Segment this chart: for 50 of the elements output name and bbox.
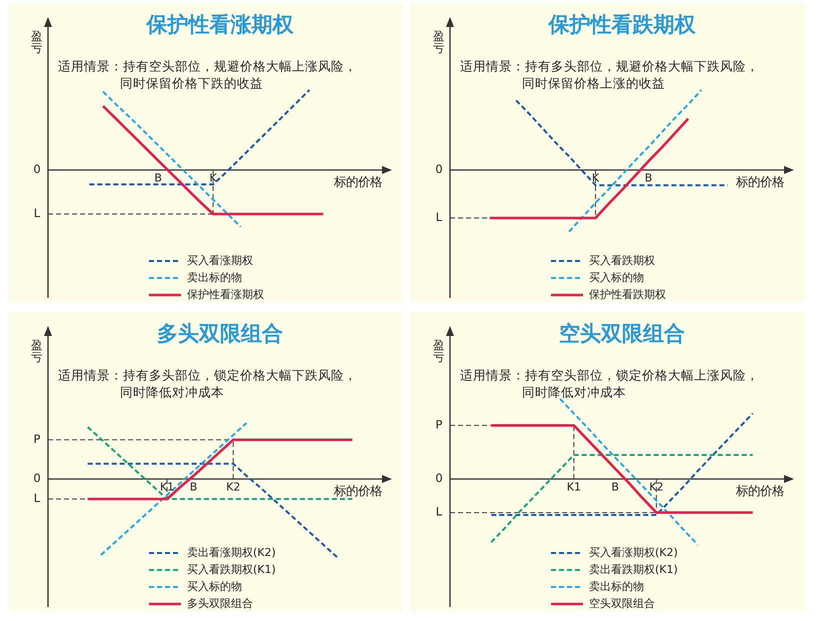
ref-line-label: L	[34, 206, 41, 220]
text: 0	[435, 162, 443, 176]
y-axis-title: 盈亏	[31, 29, 43, 55]
x-tick-label: K	[210, 171, 218, 184]
x-tick-label: K2	[226, 480, 240, 494]
x-axis-title: 标的价格	[735, 484, 784, 498]
chart-subtitle: 适用情景：持有空头部位，规避价格大幅上涨风险，同时保留价格下跌的收益	[58, 58, 357, 90]
x-axis-title: 标的价格	[333, 484, 382, 498]
legend-label: 保护性看涨期权	[187, 288, 264, 301]
legend-label: 买入看涨期权(K2)	[589, 546, 678, 559]
x-tick-label: B	[190, 480, 198, 494]
chart-subtitle: 适用情景：持有多头部位，锁定价格大幅下跌风险，同时降低对冲成本	[58, 367, 357, 400]
text: 0	[33, 470, 41, 485]
x-tick-label: K1	[160, 480, 174, 494]
legend-label: 卖出标的物	[187, 270, 242, 284]
x-tick-label: K1	[566, 480, 581, 494]
legend-label: 买入标的物	[187, 580, 242, 593]
legend-label: 买入看跌期权	[589, 254, 655, 267]
legend-label: 空头双限组合	[589, 596, 655, 610]
y-axis-title: 盈亏	[433, 29, 445, 55]
x-tick-label: K	[592, 171, 600, 184]
chart-subtitle: 适用情景：持有多头部位，规避价格大幅下跌风险，同时保留价格上涨的收益	[460, 58, 759, 90]
y-axis-title: 盈亏	[31, 338, 43, 364]
x-tick-label: B	[644, 171, 652, 184]
x-tick-label: B	[154, 171, 162, 184]
chart-title: 保护性看涨期权	[146, 12, 294, 36]
legend-label: 买入标的物	[589, 270, 644, 284]
ref-line-label: L	[436, 504, 443, 519]
text: 0	[435, 470, 443, 485]
legend-label: 保护性看跌期权	[589, 288, 666, 301]
legend-label: 买入看涨期权	[187, 254, 253, 267]
ref-line-label: L	[436, 210, 443, 224]
legend-label: 卖出看跌期权(K1)	[589, 562, 678, 576]
ref-line-label: P	[436, 417, 443, 432]
chart-title: 空头双限组合	[559, 321, 685, 346]
ref-line-label: P	[34, 432, 41, 446]
text: 0	[33, 162, 41, 176]
legend-label: 多头双限组合	[187, 596, 253, 610]
y-axis-title: 盈亏	[433, 338, 445, 364]
ref-line-label: L	[34, 490, 41, 505]
x-tick-label: K2	[649, 480, 664, 494]
x-axis-title: 标的价格	[333, 175, 382, 190]
legend-label: 卖出看涨期权(K2)	[187, 546, 276, 559]
x-tick-label: B	[611, 480, 619, 494]
x-axis-title: 标的价格	[735, 175, 784, 190]
chart-title: 多头双限组合	[157, 321, 283, 346]
legend-label: 买入看跌期权(K1)	[187, 562, 276, 576]
chart-title: 保护性看跌期权	[548, 12, 696, 36]
legend-label: 卖出标的物	[589, 580, 644, 593]
chart-subtitle: 适用情景：持有空头部位，锁定价格大幅上涨风险，同时降低对冲成本	[460, 367, 759, 400]
